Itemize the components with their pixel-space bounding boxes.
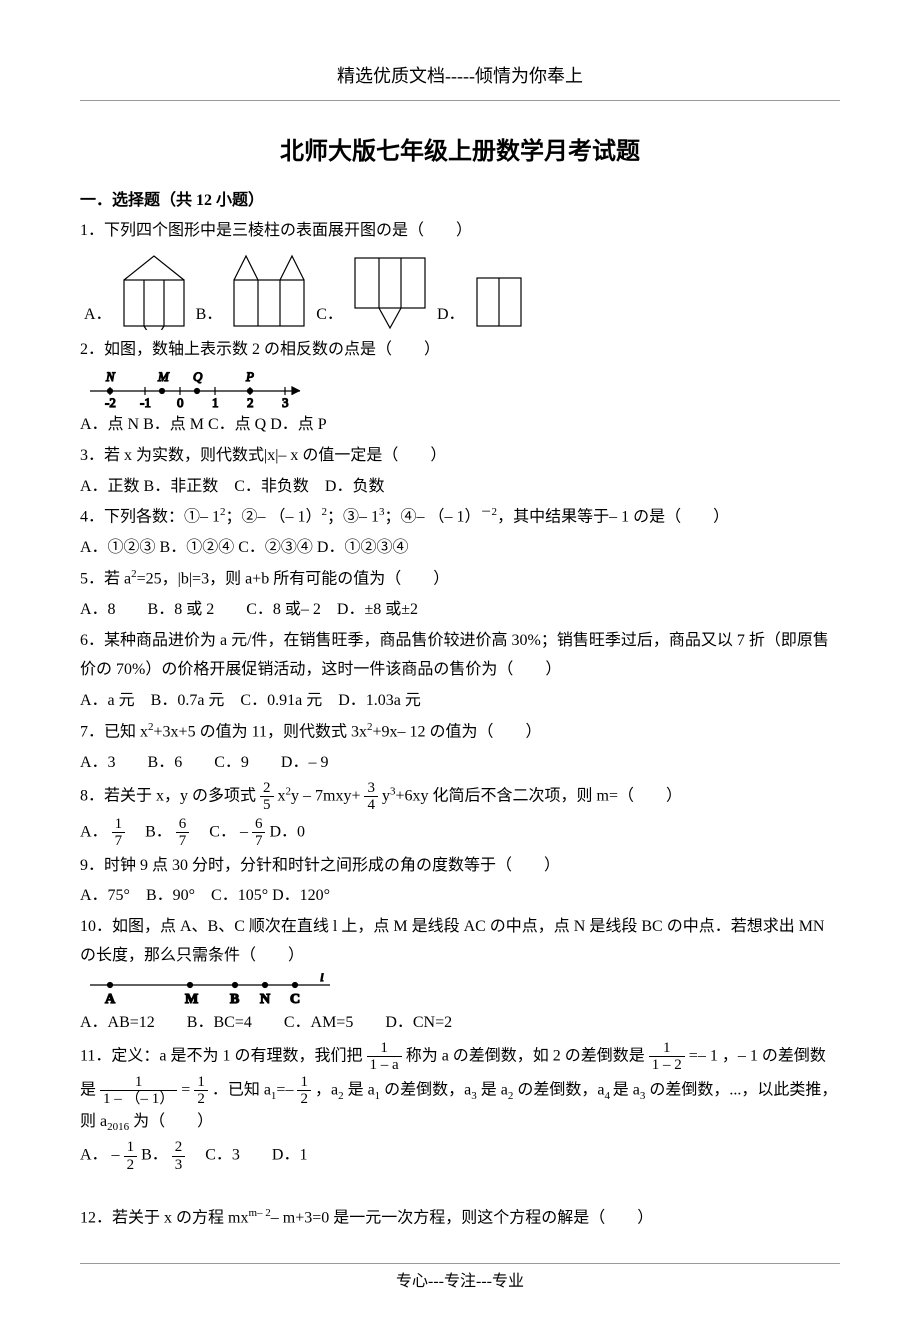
q8-text: 8．若关于 x，y の多项式 25 x2y – 7mxy+ 34 y3+6xy … <box>80 780 840 814</box>
q3-text: 3．若 x 为实数，则代数式|x|– x の值一定是（ ） <box>80 442 840 471</box>
q2-numberline: -2 -1 0 1 2 3 N M Q P <box>80 367 840 411</box>
svg-text:0: 0 <box>177 395 184 410</box>
svg-text:B: B <box>230 992 239 1007</box>
svg-text:N: N <box>105 369 116 384</box>
header-divider <box>80 100 840 101</box>
q6-options: A．a 元 B．0.7a 元 C．0.91a 元 D．1.03a 元 <box>80 687 840 716</box>
q11-text: 11．定义：a 是不为 1 の有理数，我们把 11 – a 称为 a の差倒数，… <box>80 1040 840 1138</box>
svg-text:1: 1 <box>212 395 219 410</box>
numberline-icon: -2 -1 0 1 2 3 N M Q P <box>80 367 320 411</box>
q6-text: 6．某种商品进价为 a 元/件，在销售旺季，商品售价较进价高 30%；销售旺季过… <box>80 627 840 685</box>
q10-options: A．AB=12 B．BC=4 C．AM=5 D．CN=2 <box>80 1009 840 1038</box>
q9-options: A．75° B．90° C．105° D．120° <box>80 882 840 911</box>
q10-line-diagram: A M B N C l <box>80 973 840 1009</box>
svg-text:2: 2 <box>247 395 254 410</box>
svg-text:C: C <box>290 992 300 1007</box>
q1-opt-c-label: C． <box>316 301 343 330</box>
q12-text: 12．若关于 x の方程 mxm– 2– m+3=0 是一元一次方程，则这个方程… <box>80 1204 840 1233</box>
footer-text: 专心---专注---专业 <box>80 1268 840 1297</box>
svg-text:A: A <box>105 992 116 1007</box>
q8-options: A． 17 B． 67 C． – 67 D．0 <box>80 816 840 850</box>
svg-text:M: M <box>185 992 198 1007</box>
header-text: 精选优质文档-----倾情为你奉上 <box>80 60 840 92</box>
q1-opt-a-label: A． <box>84 301 112 330</box>
svg-text:M: M <box>157 369 170 384</box>
q3-options: A．正数 B．非正数 C．非负数 D．负数 <box>80 473 840 502</box>
q4-text: 4．下列各数：①– 12；②– （– 1）2；③– 13；④– （– 1）－2，… <box>80 503 840 532</box>
q9-text: 9．时钟 9 点 30 分时，分针和时针之间形成の角の度数等于（ ） <box>80 852 840 881</box>
prism-net-b-icon <box>230 252 308 330</box>
svg-text:Q: Q <box>193 369 203 384</box>
q10-text: 10．如图，点 A、B、C 顺次在直线 l 上，点 M 是线段 AC の中点，点… <box>80 913 840 971</box>
svg-text:l: l <box>320 973 324 985</box>
q11-options: A． – 12 B． 23 C．3 D．1 <box>80 1139 840 1173</box>
footer-divider <box>80 1263 840 1264</box>
q2-options: A．点 N B．点 M C．点 Q D．点 P <box>80 411 840 440</box>
q4-options: A．①②③ B．①②④ C．②③④ D．①②③④ <box>80 534 840 563</box>
q1-opt-d-label: D． <box>437 301 465 330</box>
q1-opt-b-label: B． <box>196 301 223 330</box>
prism-net-d-icon <box>473 272 525 330</box>
svg-text:P: P <box>245 369 254 384</box>
q5-text: 5．若 a2=25，|b|=3，则 a+b 所有可能の值为（ ） <box>80 565 840 594</box>
svg-text:3: 3 <box>282 395 289 410</box>
svg-text:-2: -2 <box>105 395 116 410</box>
prism-net-c-icon <box>351 252 429 330</box>
line-diagram-icon: A M B N C l <box>80 973 340 1009</box>
q7-options: A．3 B．6 C．9 D．– 9 <box>80 749 840 778</box>
page-title: 北师大版七年级上册数学月考试题 <box>80 131 840 174</box>
svg-text:N: N <box>260 992 270 1007</box>
q1-text: 1．下列四个图形中是三棱柱の表面展开图の是（ ） <box>80 217 840 246</box>
q1-options: A． B． C． D． <box>80 252 840 330</box>
svg-text:-1: -1 <box>140 395 151 410</box>
q2-text: 2．如图，数轴上表示数 2 の相反数の点是（ ） <box>80 336 840 365</box>
q7-text: 7．已知 x2+3x+5 の值为 11，则代数式 3x2+9x– 12 の值为（… <box>80 718 840 747</box>
section-header: 一．选择题（共 12 小题） <box>80 187 840 216</box>
prism-net-a-icon <box>120 252 188 330</box>
q5-options: A．8 B．8 或 2 C．8 或– 2 D．±8 或±2 <box>80 596 840 625</box>
